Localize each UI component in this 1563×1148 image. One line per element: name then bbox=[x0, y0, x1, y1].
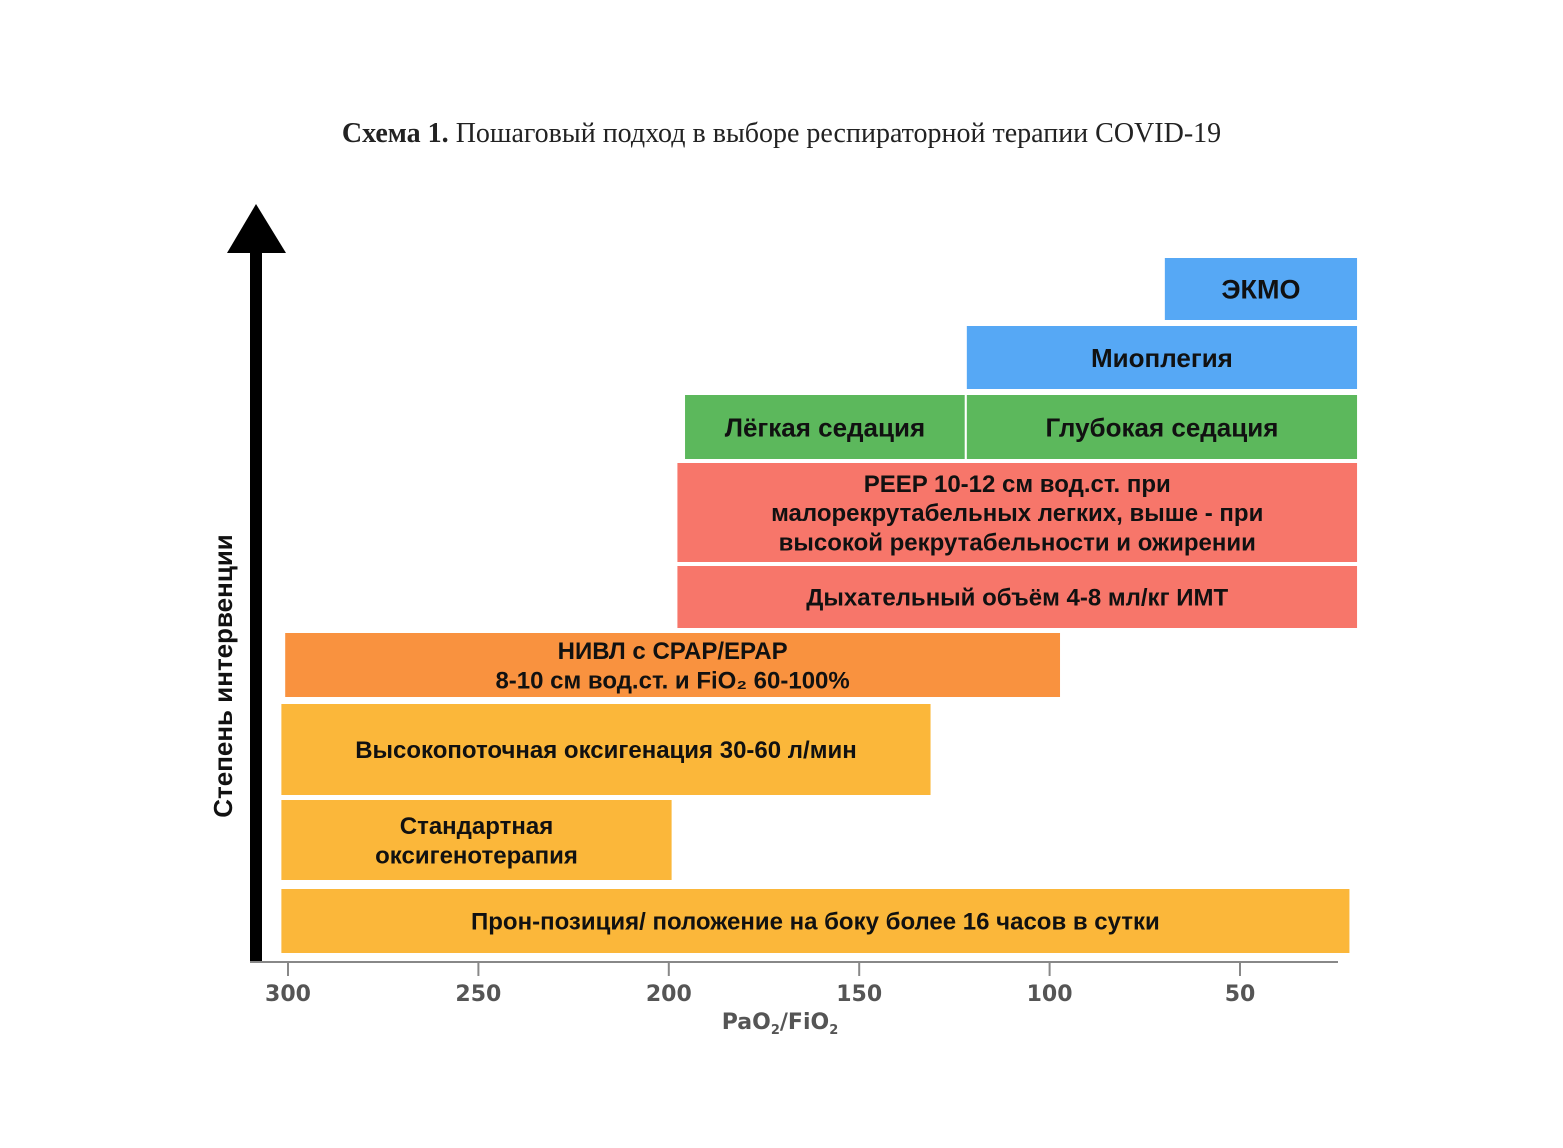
intervention-bar bbox=[279, 798, 674, 882]
caption-text: Пошаговый подход в выборе респираторной … bbox=[448, 118, 1222, 149]
x-tick-label: 150 bbox=[836, 982, 882, 1007]
bar-label: оксигенотерапия bbox=[375, 842, 578, 869]
x-axis-label: PaO2/FiO2 bbox=[722, 1010, 839, 1038]
x-tick-label: 300 bbox=[265, 982, 311, 1007]
y-axis-label: Степень интервенции bbox=[208, 534, 238, 818]
bar-label: Лёгкая седация bbox=[725, 412, 925, 442]
bar-label: НИВЛ с CPAP/EPAP bbox=[558, 638, 788, 665]
bar-label: малорекрутабельных легких, выше - при bbox=[771, 500, 1263, 527]
x-tick-label: 100 bbox=[1027, 982, 1073, 1007]
bar-label: Миоплегия bbox=[1091, 343, 1233, 373]
intervention-bar bbox=[675, 564, 1360, 630]
bar-label: Дыхательный объём 4-8 мл/кг ИМТ bbox=[806, 585, 1228, 612]
bar-label: Высокопоточная оксигенация 30-60 л/мин bbox=[355, 737, 857, 764]
bar-label: PEEP 10-12 см вод.ст. при bbox=[864, 471, 1171, 498]
intervention-bar bbox=[279, 702, 933, 797]
intervention-bar bbox=[964, 393, 1360, 461]
bar-label: Прон-позиция/ положение на боку более 16… bbox=[471, 909, 1160, 936]
intervention-bar bbox=[279, 887, 1352, 955]
intervention-bar bbox=[683, 393, 967, 461]
bar-label: ЭКМО bbox=[1221, 275, 1300, 305]
caption-label: Схема 1. bbox=[341, 118, 449, 149]
bar-label: 8-10 см вод.ст. и FiO₂ 60-100% bbox=[495, 667, 849, 694]
intervention-bar bbox=[675, 461, 1360, 564]
x-tick-label: 250 bbox=[455, 982, 501, 1007]
bar-label: Стандартная bbox=[400, 813, 553, 840]
bar-label: высокой рекрутабельности и ожирении bbox=[779, 529, 1256, 556]
intervention-bar bbox=[1162, 256, 1360, 322]
bar-label: Глубокая седация bbox=[1045, 412, 1278, 442]
x-tick-label: 50 bbox=[1225, 982, 1256, 1007]
figure-caption: Схема 1. Пошаговый подход в выборе респи… bbox=[0, 118, 1563, 150]
intervention-bar bbox=[283, 631, 1063, 699]
x-tick-label: 200 bbox=[646, 982, 692, 1007]
intervention-bar bbox=[964, 324, 1360, 391]
y-axis-arrowhead bbox=[227, 204, 286, 253]
